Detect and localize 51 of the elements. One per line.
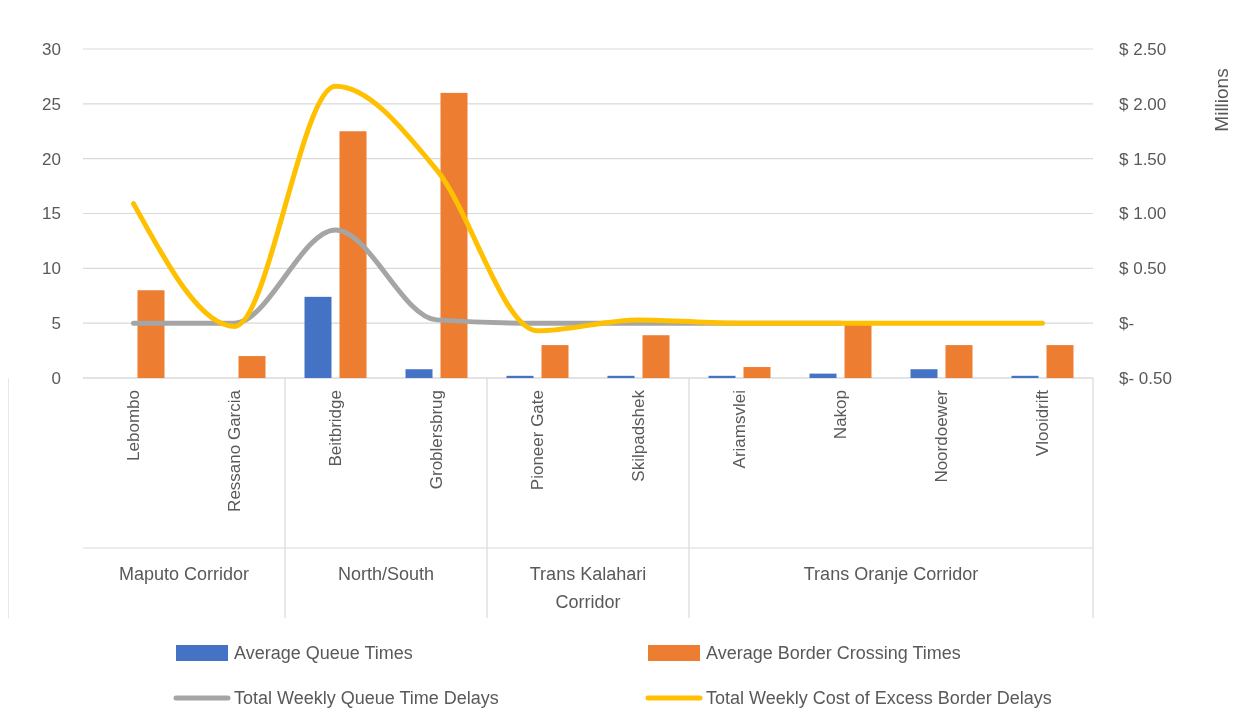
x-tick-label: Lebombo: [124, 390, 144, 461]
y-tick-label: 10: [42, 259, 61, 279]
bar: [945, 345, 973, 378]
bar: [708, 375, 736, 378]
text: Trans Kalahari Corridor: [529, 564, 647, 612]
x-tick-label: Beitbridge: [326, 390, 346, 467]
y2-tick-label: $- 0.50: [1119, 368, 1172, 388]
y2-tick-label: $ 1.00: [1119, 204, 1167, 224]
y-tick-label: 30: [42, 39, 61, 59]
bar: [844, 323, 872, 378]
bar: [910, 369, 938, 378]
y-tick-label: 25: [42, 94, 61, 114]
x-tick-label: Skilpadshek: [629, 389, 649, 482]
legend-label: Total Weekly Cost of Excess Border Delays: [706, 688, 1052, 709]
text: North/South: [337, 564, 435, 584]
bar: [137, 290, 165, 378]
legend-label: Total Weekly Queue Time Delays: [234, 688, 499, 709]
x-tick-label: Ariamsvlei: [730, 390, 750, 469]
text: Maputo Corridor: [118, 564, 250, 584]
y2-tick-label: $ 2.50: [1119, 39, 1167, 59]
x-tick-label: Pioneer Gate: [528, 390, 548, 491]
bar: [440, 92, 468, 378]
bar: [506, 375, 534, 378]
y-tick-label: 5: [51, 314, 61, 334]
bar: [607, 375, 635, 378]
x-tick-label: Vlooidrift: [1033, 389, 1053, 457]
y2-tick-label: $ 0.50: [1119, 259, 1167, 279]
x-tick-label: Groblersbrug: [427, 390, 447, 490]
bar: [304, 296, 332, 378]
bar: [339, 131, 367, 378]
bar: [238, 356, 266, 378]
bar: [1046, 345, 1074, 378]
x-tick-label: Ressano Garcia: [225, 389, 245, 512]
legend-label: Average Queue Times: [234, 643, 413, 664]
bar: [541, 345, 569, 378]
bar: [405, 369, 433, 378]
bar: [642, 335, 670, 378]
y-tick-label: 20: [42, 149, 61, 169]
y-tick-label: 15: [42, 204, 61, 224]
text: Trans Oranje Corridor: [803, 564, 979, 584]
y2-tick-label: $-: [1119, 314, 1135, 334]
bar: [1011, 375, 1039, 378]
y2-axis-title: Millions: [1211, 68, 1232, 132]
bar: [743, 367, 771, 378]
x-tick-label: Noordoewer: [932, 389, 952, 483]
x-tick-label: Nakop: [831, 390, 851, 440]
y2-tick-label: $ 2.00: [1119, 94, 1167, 114]
bar: [809, 373, 837, 378]
y2-tick-label: $ 1.50: [1119, 149, 1167, 169]
y-tick-label: 0: [51, 368, 61, 388]
legend-label: Average Border Crossing Times: [706, 643, 961, 664]
